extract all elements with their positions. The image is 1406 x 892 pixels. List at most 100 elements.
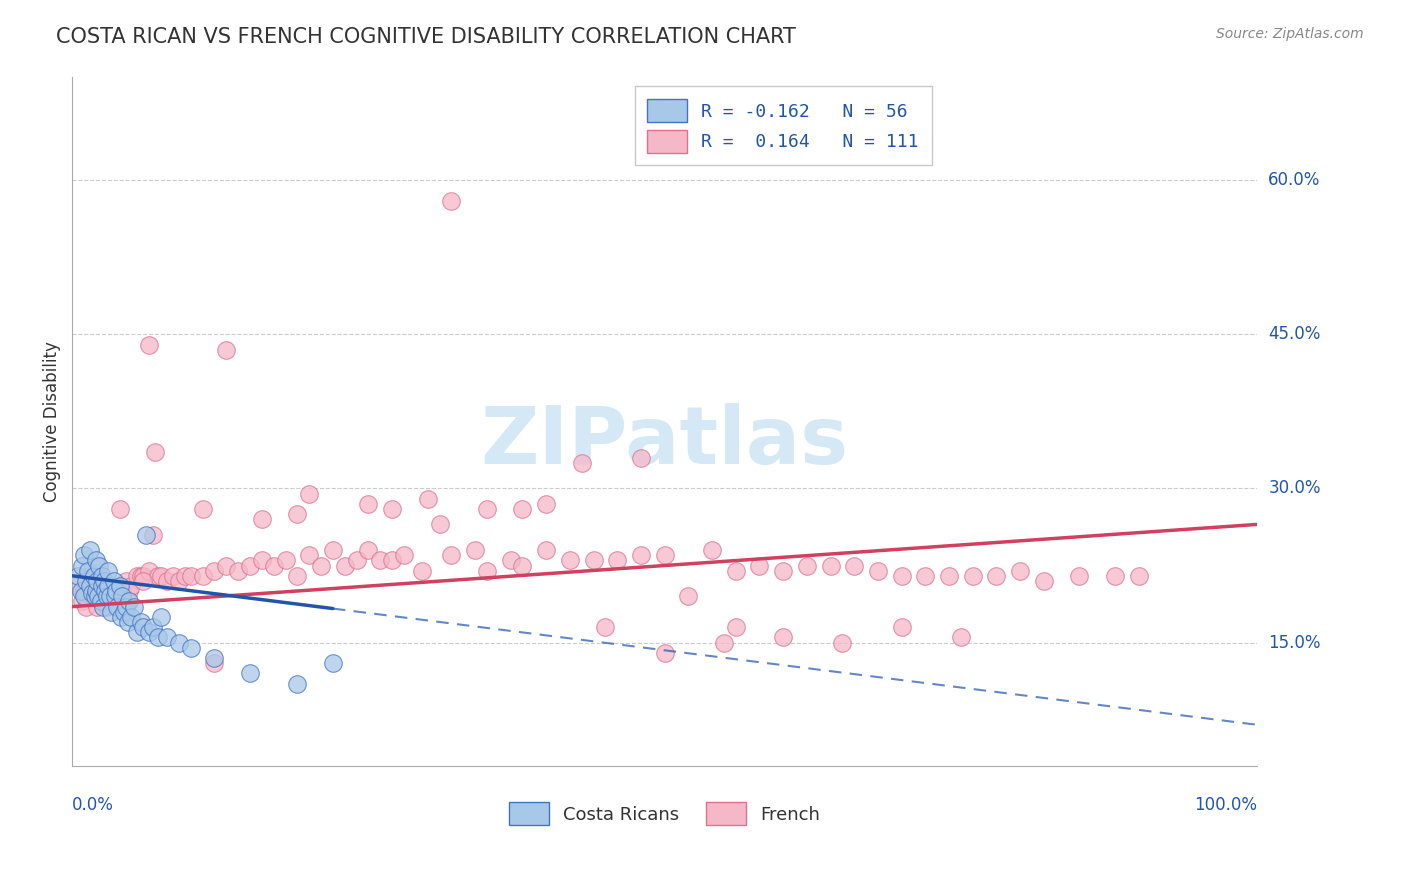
Point <box>202 651 225 665</box>
Point <box>700 543 723 558</box>
Point <box>146 568 169 582</box>
Point <box>654 646 676 660</box>
Point <box>173 568 195 582</box>
Point <box>132 620 155 634</box>
Point <box>79 543 101 558</box>
Point <box>132 574 155 588</box>
Point <box>215 343 238 357</box>
Point <box>112 605 135 619</box>
Point <box>111 590 134 604</box>
Point <box>263 558 285 573</box>
Point <box>90 568 112 582</box>
Point <box>103 584 125 599</box>
Point <box>191 568 214 582</box>
Point <box>215 558 238 573</box>
Point <box>84 553 107 567</box>
Point <box>75 599 97 614</box>
Point <box>96 590 118 604</box>
Point <box>202 564 225 578</box>
Point <box>678 590 700 604</box>
Point <box>949 631 972 645</box>
Point <box>250 553 273 567</box>
Point <box>724 564 747 578</box>
Point <box>1010 564 1032 578</box>
Point <box>129 615 152 629</box>
Point <box>86 574 108 588</box>
Point <box>475 502 498 516</box>
Point <box>156 631 179 645</box>
Point <box>93 590 115 604</box>
Point <box>97 564 120 578</box>
Point <box>724 620 747 634</box>
Point <box>138 564 160 578</box>
Point <box>70 594 93 608</box>
Point <box>772 631 794 645</box>
Point <box>298 486 321 500</box>
Point <box>69 584 91 599</box>
Point <box>97 590 120 604</box>
Text: ZIPatlas: ZIPatlas <box>481 403 849 482</box>
Point <box>90 579 112 593</box>
Point <box>429 517 451 532</box>
Point <box>440 548 463 562</box>
Point <box>150 568 173 582</box>
Point <box>100 605 122 619</box>
Point <box>831 635 853 649</box>
Point <box>416 491 439 506</box>
Point <box>606 553 628 567</box>
Point <box>89 558 111 573</box>
Point <box>108 502 131 516</box>
Point <box>368 553 391 567</box>
Point <box>150 610 173 624</box>
Point <box>114 574 136 588</box>
Point <box>1032 574 1054 588</box>
Text: 15.0%: 15.0% <box>1268 633 1320 651</box>
Point <box>67 579 90 593</box>
Point <box>167 635 190 649</box>
Point <box>595 620 617 634</box>
Point <box>89 584 111 599</box>
Point <box>167 574 190 588</box>
Point <box>322 656 344 670</box>
Point <box>357 497 380 511</box>
Point <box>512 558 534 573</box>
Point <box>114 599 136 614</box>
Legend: Costa Ricans, French: Costa Ricans, French <box>502 795 828 832</box>
Point <box>411 564 433 578</box>
Point <box>129 568 152 582</box>
Point <box>571 456 593 470</box>
Point <box>117 615 139 629</box>
Point <box>820 558 842 573</box>
Text: COSTA RICAN VS FRENCH COGNITIVE DISABILITY CORRELATION CHART: COSTA RICAN VS FRENCH COGNITIVE DISABILI… <box>56 27 796 46</box>
Point <box>250 512 273 526</box>
Point <box>105 590 128 604</box>
Point <box>285 507 308 521</box>
Point <box>111 590 134 604</box>
Point <box>142 620 165 634</box>
Point <box>309 558 332 573</box>
Point <box>191 502 214 516</box>
Point <box>962 568 984 582</box>
Point <box>239 666 262 681</box>
Point <box>90 594 112 608</box>
Point <box>914 568 936 582</box>
Point <box>239 558 262 573</box>
Point <box>475 564 498 578</box>
Point <box>100 590 122 604</box>
Point <box>73 548 96 562</box>
Point <box>392 548 415 562</box>
Point <box>97 590 120 604</box>
Point <box>346 553 368 567</box>
Point <box>75 574 97 588</box>
Point <box>558 553 581 567</box>
Point <box>156 574 179 588</box>
Point <box>79 568 101 582</box>
Point <box>333 558 356 573</box>
Text: 0.0%: 0.0% <box>72 797 114 814</box>
Point <box>97 579 120 593</box>
Text: 100.0%: 100.0% <box>1194 797 1257 814</box>
Point <box>127 568 149 582</box>
Text: 60.0%: 60.0% <box>1268 171 1320 189</box>
Point <box>146 631 169 645</box>
Point <box>87 590 110 604</box>
